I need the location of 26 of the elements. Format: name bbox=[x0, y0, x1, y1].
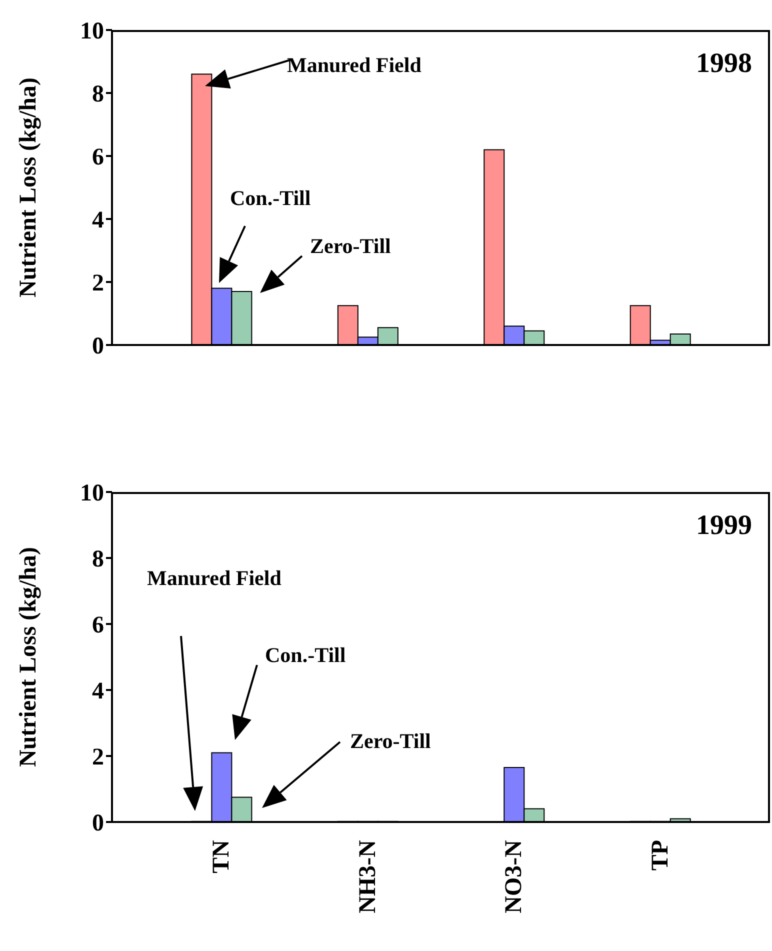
x-tick-label: TP bbox=[647, 840, 674, 871]
y-tick-label: 8 bbox=[92, 82, 104, 108]
x-tick-label: NH3-N bbox=[354, 839, 381, 914]
y-tick-label: 6 bbox=[92, 612, 104, 639]
y-tick-label: 2 bbox=[92, 270, 104, 297]
annotation: Con.-Till bbox=[230, 186, 311, 210]
annotation: Manured Field bbox=[147, 566, 282, 590]
y-tick-label: 2 bbox=[92, 744, 104, 771]
annotation: Con.-Till bbox=[265, 643, 346, 667]
y-tick-label: 8 bbox=[92, 546, 104, 573]
y-tick-label: 6 bbox=[92, 144, 104, 171]
y-tick-label: 0 bbox=[92, 334, 104, 360]
annotation: Zero-Till bbox=[310, 234, 392, 258]
y-axis-title: Nutrient Loss (kg/ha) bbox=[16, 77, 42, 298]
x-tick-label: TN bbox=[208, 839, 235, 874]
annotation: Zero-Till bbox=[350, 729, 432, 753]
y-tick-label: 10 bbox=[80, 18, 104, 45]
y-tick-label: 4 bbox=[92, 208, 104, 234]
text: 1999 bbox=[696, 510, 752, 542]
y-axis-title: Nutrient Loss (kg/ha) bbox=[16, 546, 42, 768]
text: 1998 bbox=[696, 48, 752, 80]
y-tick-label: 4 bbox=[92, 678, 104, 705]
annotation: Manured Field bbox=[287, 53, 422, 77]
y-tick-label: 10 bbox=[80, 480, 104, 507]
y-tick-label: 0 bbox=[92, 810, 104, 837]
x-tick-label: NO3-N bbox=[501, 839, 528, 914]
